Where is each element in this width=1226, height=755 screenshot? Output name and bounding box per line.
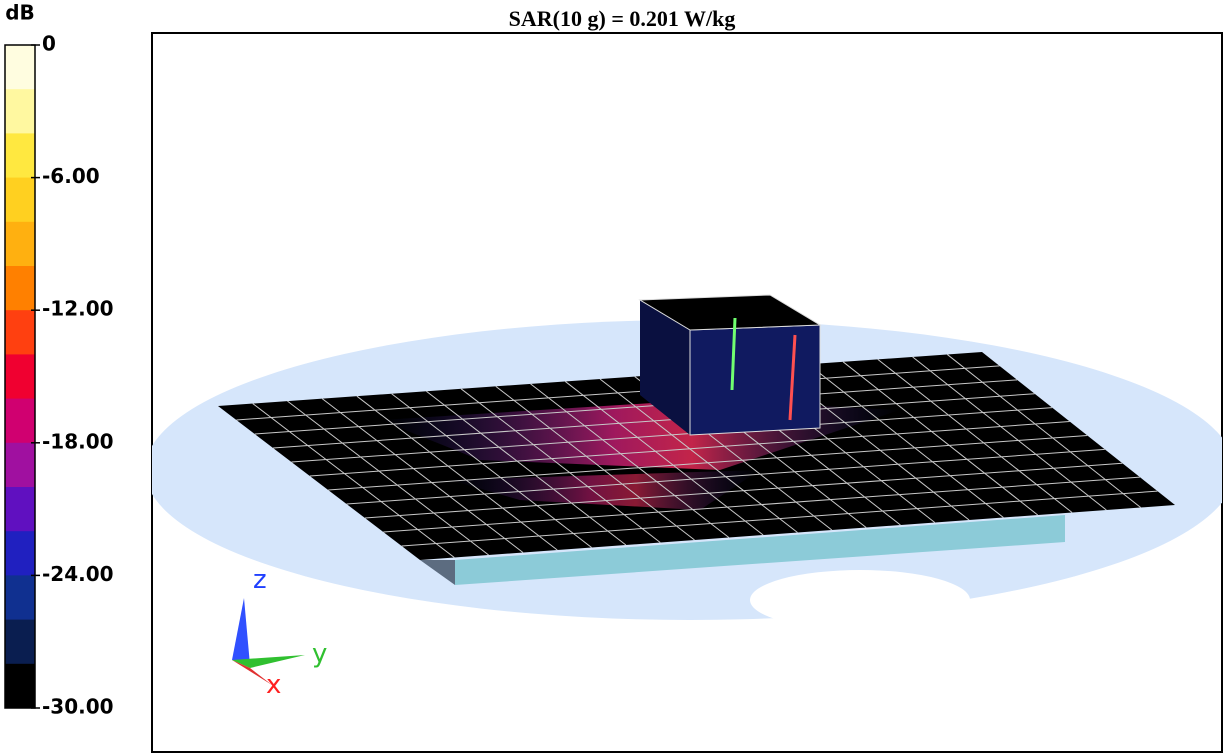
colorbar-border (4, 44, 36, 709)
axes-triad: z y x (232, 565, 327, 700)
grid-line (946, 354, 1141, 508)
colorbar-tick-label: -12.00 (42, 297, 114, 321)
colorbar-band (5, 398, 35, 444)
probe-trace (788, 334, 797, 421)
grid-line (495, 385, 695, 541)
grid-line (912, 356, 1107, 511)
grid-line (877, 358, 1073, 513)
grid-line (426, 390, 627, 546)
grid-line (564, 381, 764, 536)
colorbar-band (5, 619, 35, 665)
x-axis (232, 660, 272, 685)
slab-front (455, 515, 1065, 585)
grid-line (287, 400, 489, 556)
colorbar-band (5, 531, 35, 576)
grid-line (328, 434, 1088, 491)
colorbar: 0 -6.00 -12.00 -18.00 -24.00 -30.00 (4, 32, 114, 719)
z-label: z (253, 565, 267, 595)
grid-line (391, 393, 592, 548)
zoom-cube-front (689, 324, 821, 436)
z-axis (232, 598, 250, 665)
colorbar-band (5, 442, 35, 488)
colorbar-unit: dB (5, 1, 35, 25)
slab-side (420, 560, 455, 585)
y-axis (232, 655, 305, 668)
grid-line (460, 388, 661, 543)
grid-line (252, 403, 455, 558)
colorbar-tick-label: -24.00 (42, 562, 114, 586)
colorbar-band (5, 133, 35, 179)
grid-line (346, 448, 1105, 505)
zoom-cube-top (638, 294, 822, 331)
colorbar-band (5, 89, 35, 134)
x-label: x (266, 670, 281, 700)
phantom-notch (750, 570, 970, 630)
grid-line (254, 379, 1018, 435)
grid-line (236, 365, 1000, 421)
grid-line (808, 363, 1004, 518)
zoom-cube-side (640, 300, 690, 435)
colorbar-band (5, 221, 35, 267)
grid-line (356, 395, 558, 551)
colorbar-band (5, 575, 35, 621)
grid-line (291, 407, 1053, 463)
colorbar-tick-label: 0 (42, 32, 56, 56)
grid-line (321, 398, 524, 553)
colorbar-band (5, 177, 35, 223)
colorbar-band (5, 310, 35, 355)
grid-line (842, 361, 1039, 516)
grid-line (383, 476, 1140, 533)
scan-grid (236, 354, 1158, 558)
scene (152, 294, 1222, 630)
colorbar-tick-label: -6.00 (42, 164, 100, 188)
grid-line (309, 421, 1070, 477)
colorbar-band (5, 354, 35, 400)
grid-line (530, 383, 730, 538)
title: SAR(10 g) = 0.201 W/kg (509, 6, 736, 31)
grid-line (401, 490, 1158, 547)
colorbar-band (5, 487, 35, 532)
grid-line (364, 462, 1123, 519)
colorbar-tick-label: -18.00 (42, 429, 114, 453)
colorbar-band (5, 266, 35, 311)
colorbar-band (5, 45, 35, 90)
y-label: y (312, 639, 327, 669)
probe-trace (730, 317, 737, 391)
colorbar-tick-label: -30.00 (42, 695, 114, 719)
colorbar-band (5, 663, 35, 709)
grid-line (273, 393, 1035, 449)
grid-line (599, 378, 798, 533)
